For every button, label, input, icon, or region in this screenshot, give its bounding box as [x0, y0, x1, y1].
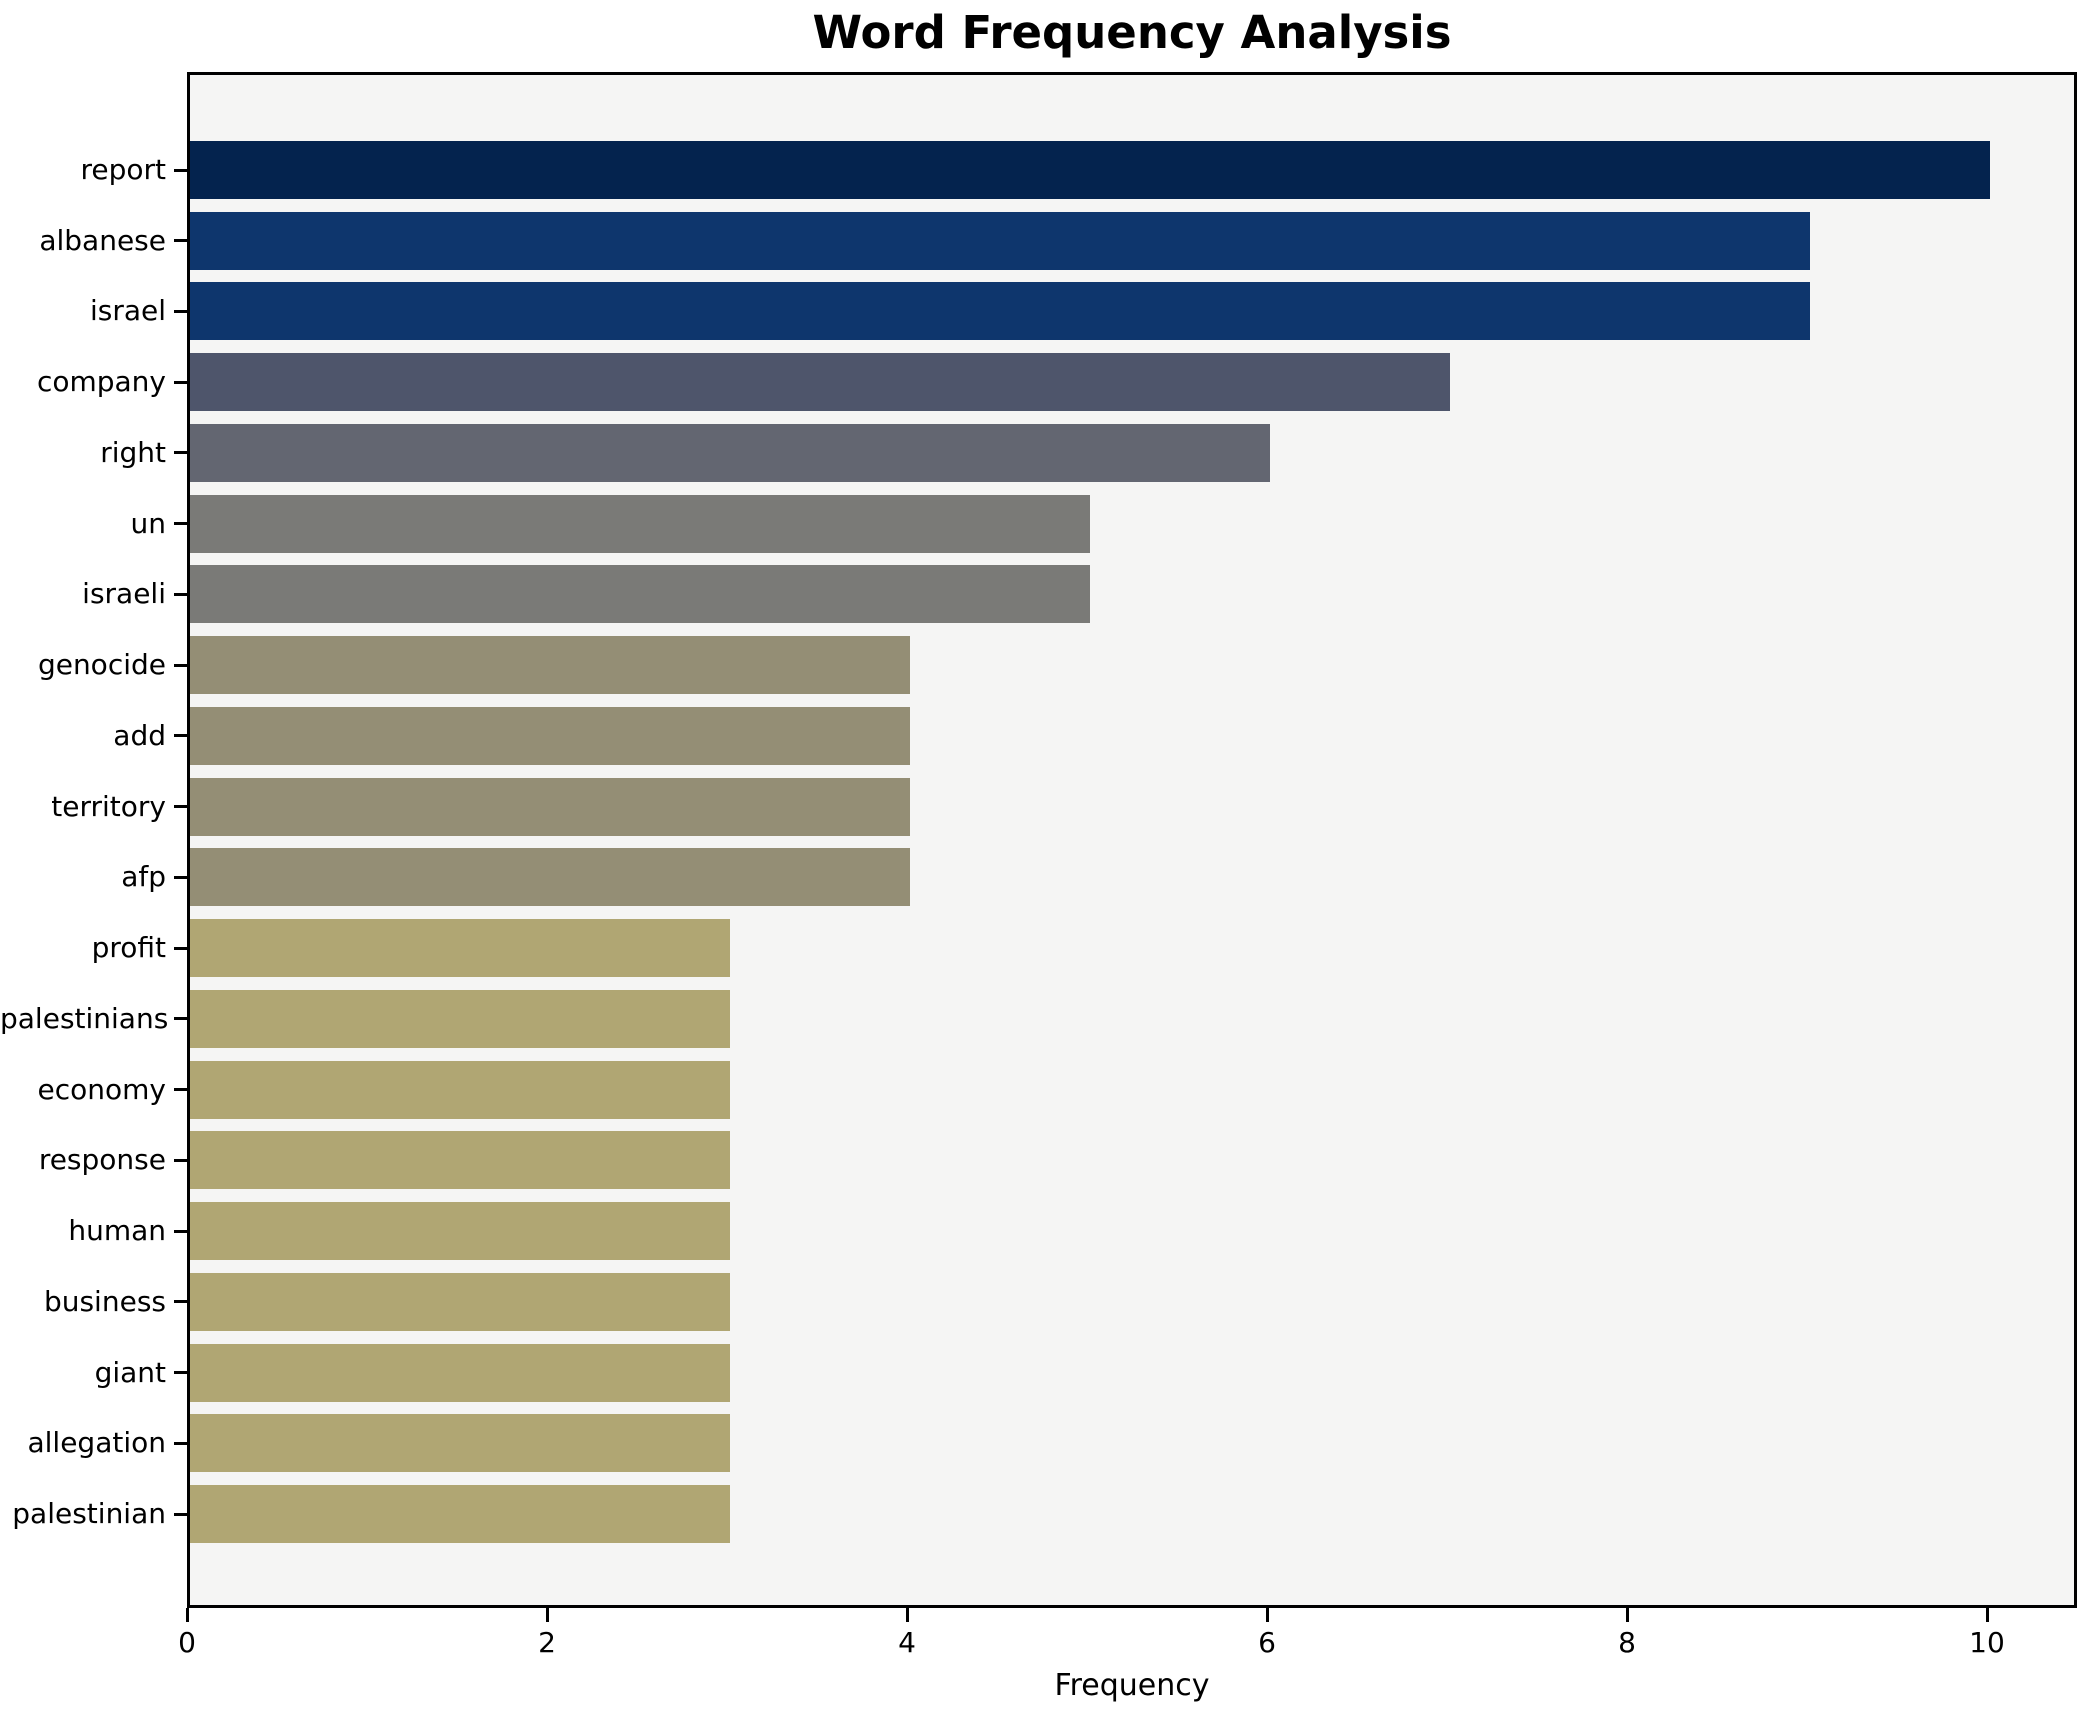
bar-business: [190, 1272, 730, 1331]
y-tick-mark-profit: [174, 946, 187, 950]
x-tick-mark-2: [545, 1608, 549, 1622]
y-tick-label-afp: afp: [121, 860, 166, 894]
bar-economy: [190, 1060, 730, 1119]
y-tick-mark-add: [174, 734, 187, 738]
y-tick-label-right: right: [100, 435, 166, 469]
x-tick-label-4: 4: [898, 1626, 916, 1659]
y-tick-label-un: un: [130, 506, 167, 540]
bar-allegation: [190, 1414, 730, 1473]
y-tick-label-israeli: israeli: [82, 577, 166, 611]
y-tick-mark-palestinian: [174, 1512, 187, 1516]
bar-palestinians: [190, 989, 730, 1048]
y-tick-label-palestinian: palestinian: [12, 1497, 166, 1531]
x-tick-label-6: 6: [1258, 1626, 1276, 1659]
y-tick-mark-genocide: [174, 663, 187, 667]
y-tick-mark-economy: [174, 1088, 187, 1092]
x-tick-mark-8: [1625, 1608, 1629, 1622]
y-tick-label-company: company: [36, 365, 166, 399]
x-tick-label-10: 10: [1969, 1626, 2005, 1659]
bar-afp: [190, 848, 910, 907]
x-tick-label-2: 2: [538, 1626, 556, 1659]
y-tick-mark-albanese: [174, 239, 187, 243]
x-tick-label-0: 0: [178, 1626, 196, 1659]
x-tick-mark-6: [1265, 1608, 1269, 1622]
bar-un: [190, 494, 1090, 553]
y-tick-label-human: human: [68, 1214, 166, 1248]
bar-genocide: [190, 636, 910, 695]
y-tick-mark-afp: [174, 875, 187, 879]
bar-human: [190, 1202, 730, 1261]
y-tick-label-israel: israel: [89, 294, 166, 328]
y-tick-mark-allegation: [174, 1441, 187, 1445]
y-tick-mark-human: [174, 1229, 187, 1233]
y-tick-label-albanese: albanese: [39, 223, 166, 257]
x-tick-mark-10: [1985, 1608, 1989, 1622]
bar-right: [190, 423, 1270, 482]
y-tick-label-giant: giant: [94, 1355, 166, 1389]
y-tick-mark-israel: [174, 309, 187, 313]
x-axis-label: Frequency: [1054, 1668, 1210, 1703]
bar-palestinian: [190, 1485, 730, 1544]
bar-profit: [190, 919, 730, 978]
bar-israeli: [190, 565, 1090, 624]
y-tick-label-business: business: [43, 1284, 166, 1318]
bar-israel: [190, 282, 1810, 341]
bar-company: [190, 353, 1450, 412]
x-tick-mark-0: [185, 1608, 189, 1622]
y-tick-mark-report: [174, 168, 187, 172]
y-tick-mark-right: [174, 451, 187, 455]
y-tick-label-report: report: [80, 153, 166, 186]
y-tick-mark-response: [174, 1158, 187, 1162]
y-tick-mark-business: [174, 1300, 187, 1304]
x-tick-mark-4: [905, 1608, 909, 1622]
y-tick-label-profit: profit: [91, 931, 166, 965]
y-tick-label-allegation: allegation: [27, 1426, 166, 1460]
bar-response: [190, 1131, 730, 1190]
y-tick-label-response: response: [38, 1143, 166, 1177]
y-tick-mark-company: [174, 380, 187, 384]
y-tick-mark-territory: [174, 805, 187, 809]
bar-territory: [190, 777, 910, 836]
bar-add: [190, 706, 910, 765]
x-tick-label-8: 8: [1618, 1626, 1636, 1659]
bar-report: [190, 141, 1990, 199]
y-tick-mark-un: [174, 522, 187, 526]
bar-giant: [190, 1343, 730, 1402]
y-tick-mark-giant: [174, 1371, 187, 1375]
y-tick-label-genocide: genocide: [37, 648, 166, 682]
y-tick-label-add: add: [113, 718, 166, 752]
y-tick-mark-israeli: [174, 592, 187, 596]
y-tick-label-economy: economy: [37, 1072, 166, 1106]
bar-albanese: [190, 211, 1810, 270]
y-tick-label-territory: territory: [51, 789, 166, 823]
chart-title: Word Frequency Analysis: [812, 6, 1452, 59]
y-tick-label-palestinians: palestinians: [0, 1001, 169, 1035]
y-tick-mark-palestinians: [174, 1017, 187, 1021]
